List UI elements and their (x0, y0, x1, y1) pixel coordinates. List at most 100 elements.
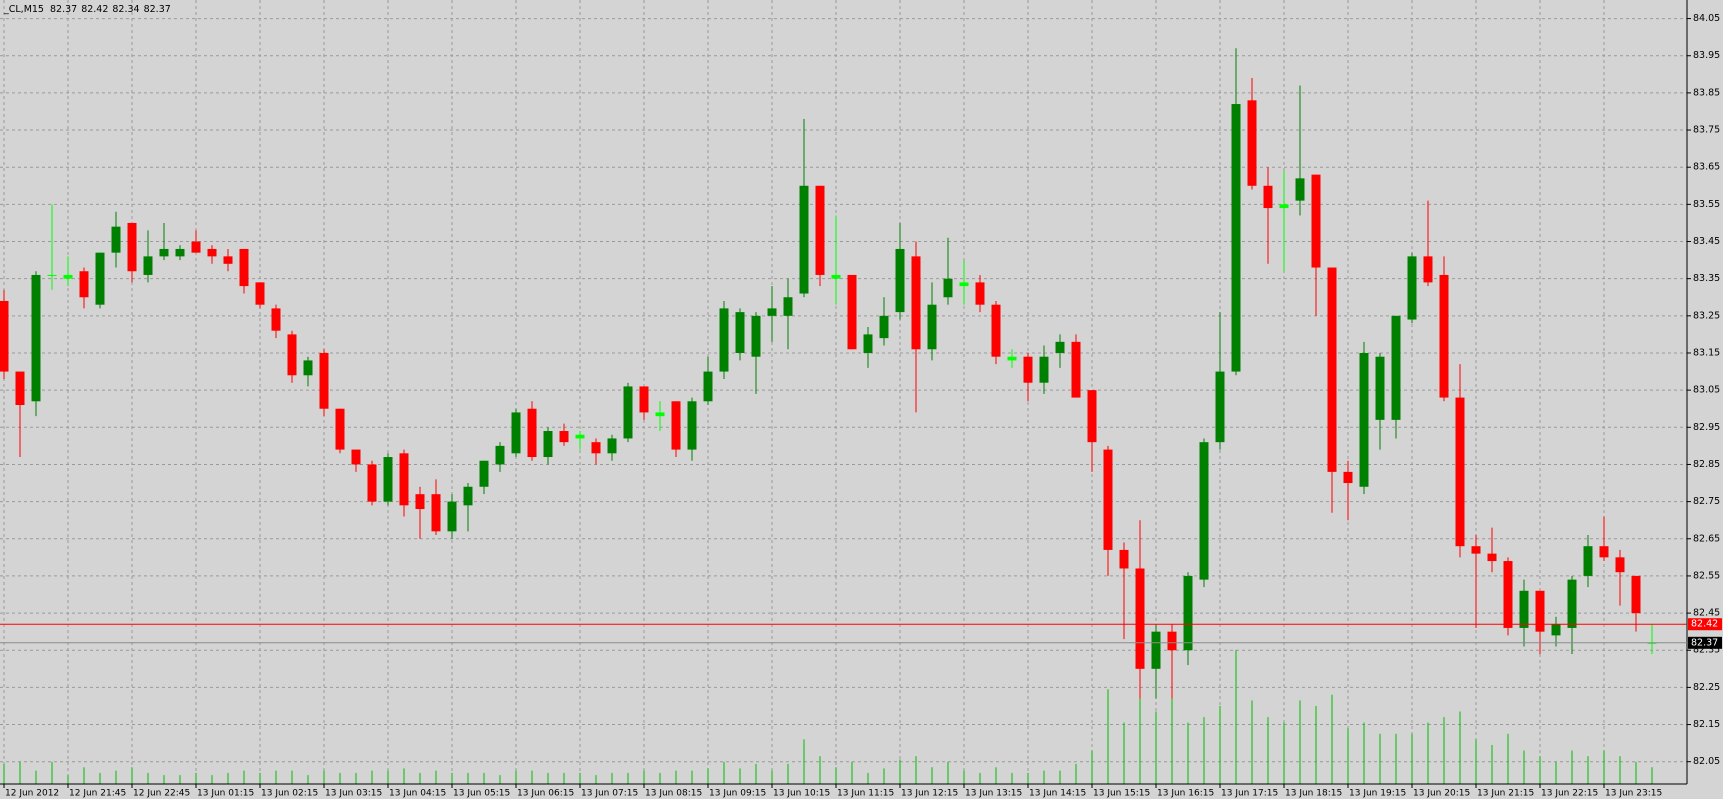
y-tick-label: 83.35 (1693, 273, 1720, 284)
x-tick-label: 12 Jun 2012 (5, 789, 59, 799)
candle-body (1327, 267, 1337, 472)
x-tick-label: 13 Jun 19:15 (1349, 789, 1406, 799)
candle-body (1551, 624, 1561, 636)
candle-body (1231, 104, 1241, 372)
candle-body (415, 494, 425, 510)
candle-body (239, 248, 249, 287)
candle-body (895, 248, 905, 313)
candle-body (799, 185, 809, 294)
candle-body (383, 457, 393, 502)
y-tick-label: 82.45 (1693, 608, 1720, 619)
candle-body (79, 271, 89, 298)
x-tick-label: 13 Jun 17:15 (1221, 789, 1278, 799)
candle-body (15, 371, 25, 406)
candle-body (47, 274, 57, 276)
candle-body (319, 352, 329, 409)
candle-body (175, 248, 185, 257)
x-tick-label: 13 Jun 07:15 (581, 789, 638, 799)
candle-body (63, 274, 73, 279)
candle-body (1455, 397, 1465, 547)
candle-body (959, 282, 969, 287)
x-tick-label: 13 Jun 12:15 (901, 789, 958, 799)
price-box (1688, 618, 1722, 631)
x-tick-label: 13 Jun 11:15 (837, 789, 894, 799)
candle-body (1471, 546, 1481, 554)
candle-body (1487, 553, 1497, 562)
candle-body (1023, 356, 1033, 383)
candle-body (1279, 204, 1289, 209)
candle-body (1151, 631, 1161, 669)
candle-body (1295, 178, 1305, 201)
y-tick-label: 83.65 (1693, 162, 1720, 173)
price-box (1688, 636, 1722, 649)
y-tick-label: 83.45 (1693, 236, 1720, 247)
candle-body (735, 312, 745, 353)
y-tick-label: 83.15 (1693, 347, 1720, 358)
candle-body (671, 401, 681, 450)
x-tick-label: 13 Jun 20:15 (1413, 789, 1470, 799)
x-tick-label: 13 Jun 13:15 (965, 789, 1022, 799)
candle-body (847, 274, 857, 350)
candle-body (111, 226, 121, 253)
candle-body (1103, 449, 1113, 550)
candle-body (431, 494, 441, 532)
candle-body (1503, 561, 1513, 628)
candle-body (687, 401, 697, 450)
x-tick-label: 13 Jun 03:15 (325, 789, 382, 799)
candle-body (1039, 356, 1049, 383)
x-tick-label: 13 Jun 01:15 (197, 789, 254, 799)
x-tick-label: 13 Jun 09:15 (709, 789, 766, 799)
x-tick-label: 12 Jun 22:45 (133, 789, 190, 799)
candle-body (1359, 352, 1369, 487)
candle-body (367, 464, 377, 502)
candle-body (335, 408, 345, 450)
candle-body (767, 308, 777, 316)
candle-body (143, 256, 153, 275)
price-label: 82.42 (1691, 619, 1718, 630)
y-tick-label: 82.65 (1693, 533, 1720, 544)
candle-body (447, 501, 457, 532)
y-tick-label: 82.55 (1693, 570, 1720, 581)
candle-body (1631, 575, 1641, 614)
candle-body (1119, 549, 1129, 569)
x-tick-label: 13 Jun 10:15 (773, 789, 830, 799)
header-low: 82.34 (112, 4, 139, 15)
y-tick-label: 84.05 (1693, 13, 1720, 24)
x-tick-label: 13 Jun 18:15 (1285, 789, 1342, 799)
candle-body (1391, 315, 1401, 420)
y-tick-label: 82.05 (1693, 756, 1720, 767)
candle-body (927, 304, 937, 350)
candle-body (463, 486, 473, 506)
candle-body (287, 334, 297, 376)
candle-body (207, 248, 217, 257)
x-tick-label: 13 Jun 16:15 (1157, 789, 1214, 799)
candle-body (1055, 341, 1065, 353)
candle-body (1583, 546, 1593, 576)
candle-body (223, 256, 233, 264)
candle-body (127, 222, 137, 272)
x-tick-label: 13 Jun 08:15 (645, 789, 702, 799)
x-tick-label: 13 Jun 21:15 (1477, 789, 1534, 799)
candle-body (255, 282, 265, 305)
candle-body (543, 431, 553, 458)
candle-body (31, 274, 41, 402)
candle-body (303, 360, 313, 376)
price-label: 82.37 (1691, 637, 1718, 648)
candle-layer (0, 48, 1657, 699)
volume-layer (3, 650, 1653, 784)
candle-body (751, 315, 761, 357)
symbol: _CL,M15 (3, 4, 44, 15)
candle-body (1087, 390, 1097, 443)
candle-body (159, 248, 169, 257)
candle-body (527, 408, 537, 458)
candle-body (1071, 341, 1081, 398)
candle-body (1343, 471, 1353, 484)
x-tick-label: 13 Jun 02:15 (261, 789, 318, 799)
x-tick-label: 13 Jun 05:15 (453, 789, 510, 799)
candle-body (1183, 575, 1193, 651)
candle-body (0, 300, 9, 372)
y-tick-label: 83.05 (1693, 385, 1720, 396)
